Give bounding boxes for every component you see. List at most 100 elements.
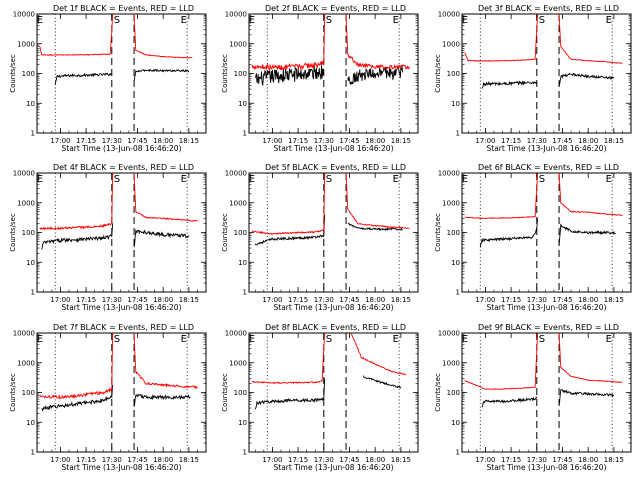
- lld-series-line: [350, 333, 407, 376]
- x-tick-label: 17:45: [339, 137, 359, 145]
- panel-title: Det 6f BLACK = Events, RED = LLD: [478, 163, 619, 172]
- interval-mark-label: E: [181, 334, 187, 345]
- y-tick-label: 10: [238, 259, 247, 267]
- x-axis-label: Start Time (13-Jun-08 16:46:20): [274, 463, 394, 472]
- y-tick-label: 10: [451, 419, 460, 427]
- events-series-line: [558, 223, 616, 246]
- x-tick-label: 17:45: [552, 456, 572, 464]
- panel-title: Det 8f BLACK = Events, RED = LLD: [265, 323, 406, 332]
- y-axis-label: Counts/sec: [9, 54, 17, 93]
- events-series-line: [133, 228, 190, 248]
- y-tick-label: 10: [26, 259, 35, 267]
- detector-panel: Det 1f BLACK = Events, RED = LLD 1 10 100 10…: [9, 4, 207, 153]
- interval-mark-label: S: [326, 334, 332, 345]
- y-axis-label: Counts/sec: [221, 373, 229, 412]
- x-tick-label: 17:45: [552, 296, 572, 304]
- events-series-line: [41, 223, 114, 250]
- x-tick-label: 18:00: [153, 296, 173, 304]
- interval-mark-label: E: [37, 15, 43, 26]
- y-tick-label: 10000: [13, 170, 35, 178]
- detector-panel: Det 4f BLACK = Events, RED = LLD 1 10 100 10…: [9, 163, 207, 312]
- panel-title: Det 7f BLACK = Events, RED = LLD: [53, 323, 194, 332]
- x-tick-label: 17:15: [501, 296, 521, 304]
- lld-series-line: [133, 173, 198, 222]
- y-tick-label: 10000: [438, 330, 460, 338]
- events-series-line: [254, 65, 325, 86]
- plot-frame: [36, 172, 207, 293]
- y-tick-label: 1: [243, 449, 247, 457]
- y-tick-label: 10: [26, 100, 35, 108]
- lld-series-line: [558, 333, 623, 383]
- events-series-line: [362, 375, 402, 389]
- y-tick-label: 1: [243, 130, 247, 138]
- lld-series-line: [133, 14, 193, 59]
- x-axis-label: Start Time (13-Jun-08 16:46:20): [62, 463, 182, 472]
- interval-mark-label: E: [393, 15, 399, 26]
- x-tick-label: 18:15: [604, 456, 624, 464]
- x-axis-label: Start Time (13-Jun-08 16:46:20): [487, 144, 607, 153]
- y-tick-label: 100: [234, 70, 247, 78]
- y-tick-label: 100: [234, 389, 247, 397]
- y-tick-label: 1000: [229, 40, 247, 48]
- x-tick-label: 17:00: [50, 456, 70, 464]
- lld-series-line: [251, 173, 326, 235]
- panel-title: Det 5f BLACK = Events, RED = LLD: [265, 163, 406, 172]
- y-tick-label: 100: [22, 389, 35, 397]
- x-tick-label: 17:00: [475, 296, 495, 304]
- x-tick-label: 17:15: [501, 456, 521, 464]
- interval-mark-label: E: [606, 174, 612, 185]
- x-axis-label: Start Time (13-Jun-08 16:46:20): [487, 463, 607, 472]
- y-tick-label: 10: [451, 100, 460, 108]
- x-tick-label: 17:00: [262, 456, 282, 464]
- interval-mark-label: S: [539, 15, 545, 26]
- x-tick-label: 18:00: [578, 137, 598, 145]
- x-tick-label: 18:15: [391, 137, 411, 145]
- y-axis-label: Counts/sec: [434, 54, 442, 93]
- x-tick-label: 17:30: [527, 137, 547, 145]
- y-axis-label: Counts/sec: [221, 54, 229, 93]
- interval-mark-label: E: [181, 174, 187, 185]
- events-series-line: [481, 395, 538, 408]
- y-axis-label: Counts/sec: [9, 373, 17, 412]
- x-axis-label: Start Time (13-Jun-08 16:46:20): [274, 144, 394, 153]
- panel-title: Det 4f BLACK = Events, RED = LLD: [53, 163, 194, 172]
- interval-mark-label: E: [606, 15, 612, 26]
- interval-mark-label: S: [539, 174, 545, 185]
- x-axis-label: Start Time (13-Jun-08 16:46:20): [62, 303, 182, 312]
- x-tick-label: 17:45: [552, 137, 572, 145]
- y-axis-label: Counts/sec: [434, 213, 442, 252]
- plot-frame: [36, 332, 207, 453]
- interval-mark-label: S: [114, 174, 120, 185]
- interval-mark-label: E: [181, 15, 187, 26]
- x-tick-label: 17:15: [288, 456, 308, 464]
- events-series-line: [347, 65, 404, 85]
- x-tick-label: 18:15: [179, 296, 199, 304]
- x-tick-label: 17:00: [475, 137, 495, 145]
- events-series-line: [479, 218, 539, 248]
- events-series-line: [481, 80, 538, 89]
- x-tick-label: 17:15: [76, 456, 96, 464]
- x-tick-label: 17:15: [76, 296, 96, 304]
- plot-frame: [248, 172, 419, 293]
- events-series-line: [254, 214, 326, 246]
- y-axis-label: Counts/sec: [221, 213, 229, 252]
- x-tick-label: 17:15: [501, 137, 521, 145]
- y-tick-label: 10: [238, 100, 247, 108]
- y-tick-label: 1000: [17, 199, 35, 207]
- lld-series-line: [39, 333, 114, 400]
- x-tick-label: 17:30: [314, 296, 334, 304]
- x-tick-label: 18:00: [365, 456, 385, 464]
- lld-series-line: [558, 173, 623, 217]
- y-tick-label: 1000: [229, 199, 247, 207]
- detector-panel: Det 5f BLACK = Events, RED = LLD 1 10 100 10…: [221, 163, 419, 312]
- events-series-line: [41, 384, 114, 412]
- y-tick-label: 10000: [438, 11, 460, 19]
- lld-series-line: [464, 14, 539, 62]
- interval-mark-label: E: [462, 15, 468, 26]
- x-axis-label: Start Time (13-Jun-08 16:46:20): [274, 303, 394, 312]
- x-axis-label: Start Time (13-Jun-08 16:46:20): [487, 303, 607, 312]
- y-tick-label: 100: [22, 229, 35, 237]
- x-tick-label: 17:15: [288, 137, 308, 145]
- y-tick-label: 10000: [225, 170, 247, 178]
